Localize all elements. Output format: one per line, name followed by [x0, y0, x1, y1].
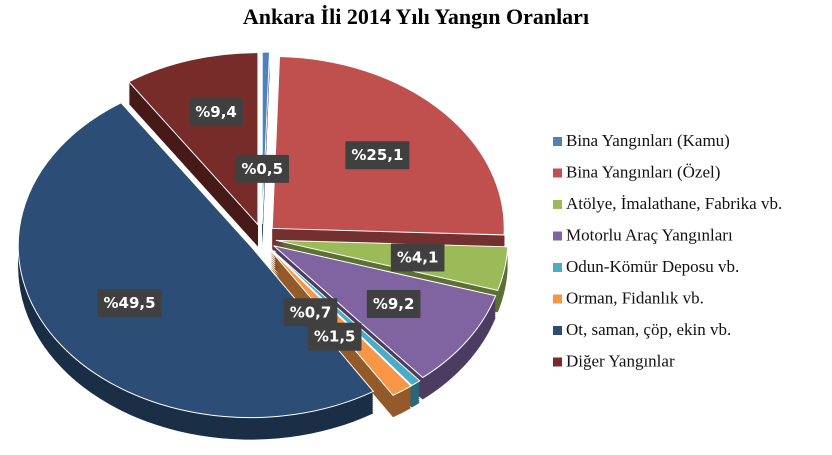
- value-label: %0,7: [290, 303, 332, 321]
- value-label: %9,4: [195, 103, 237, 121]
- value-label-box: [307, 322, 362, 351]
- slice: [270, 248, 421, 387]
- value-label-box: [97, 289, 162, 318]
- legend-label: Bina Yangınları (Kamu): [566, 131, 730, 150]
- slice: [269, 249, 412, 396]
- slice: [127, 52, 259, 226]
- legend-label: Motorlu Araç Yangınları: [566, 225, 733, 244]
- legend-swatch: [553, 357, 562, 367]
- legend-swatch: [553, 168, 562, 178]
- legend-swatch: [553, 231, 562, 241]
- legend-label: Ot, saman, çöp, ekin vb.: [566, 320, 731, 339]
- legend-label: Diğer Yangınlar: [566, 351, 675, 370]
- value-label-box: [235, 154, 290, 183]
- value-label: %9,2: [373, 295, 415, 313]
- slice: [17, 102, 375, 419]
- legend-label: Odun-Kömür Deposu vb.: [566, 257, 739, 276]
- value-label: %0,5: [241, 160, 283, 178]
- value-label: %4,1: [397, 248, 439, 266]
- value-label-box: [283, 298, 338, 327]
- value-label-box: [366, 290, 421, 319]
- value-label-box: [345, 141, 410, 170]
- legend-label: Bina Yangınları (Özel): [566, 162, 720, 181]
- legend-label: Atölye, İmalathane, Fabrika vb.: [566, 194, 782, 213]
- legend-swatch: [553, 200, 562, 209]
- legend: Bina Yangınları (Kamu) Bina Yangınları (Ö…: [553, 131, 782, 370]
- legend-swatch: [553, 294, 562, 304]
- value-label-box: [390, 243, 445, 272]
- value-label-box: [189, 98, 243, 127]
- value-label: %1,5: [314, 328, 356, 346]
- legend-swatch: [553, 137, 562, 146]
- legend-swatch: [553, 263, 562, 272]
- value-labels: %0,5 %25,1 %4,1 %9,2 %0,7 %1,5 %49,5 %9,4: [97, 98, 445, 351]
- slice: [261, 51, 271, 225]
- chart-title: Ankara İli 2014 Yılı Yangın Oranları: [243, 4, 589, 29]
- legend-swatch: [553, 326, 562, 335]
- value-label: %25,1: [351, 146, 403, 164]
- legend-label: Orman, Fidanlık vb.: [566, 288, 704, 307]
- value-label: %49,5: [104, 294, 156, 312]
